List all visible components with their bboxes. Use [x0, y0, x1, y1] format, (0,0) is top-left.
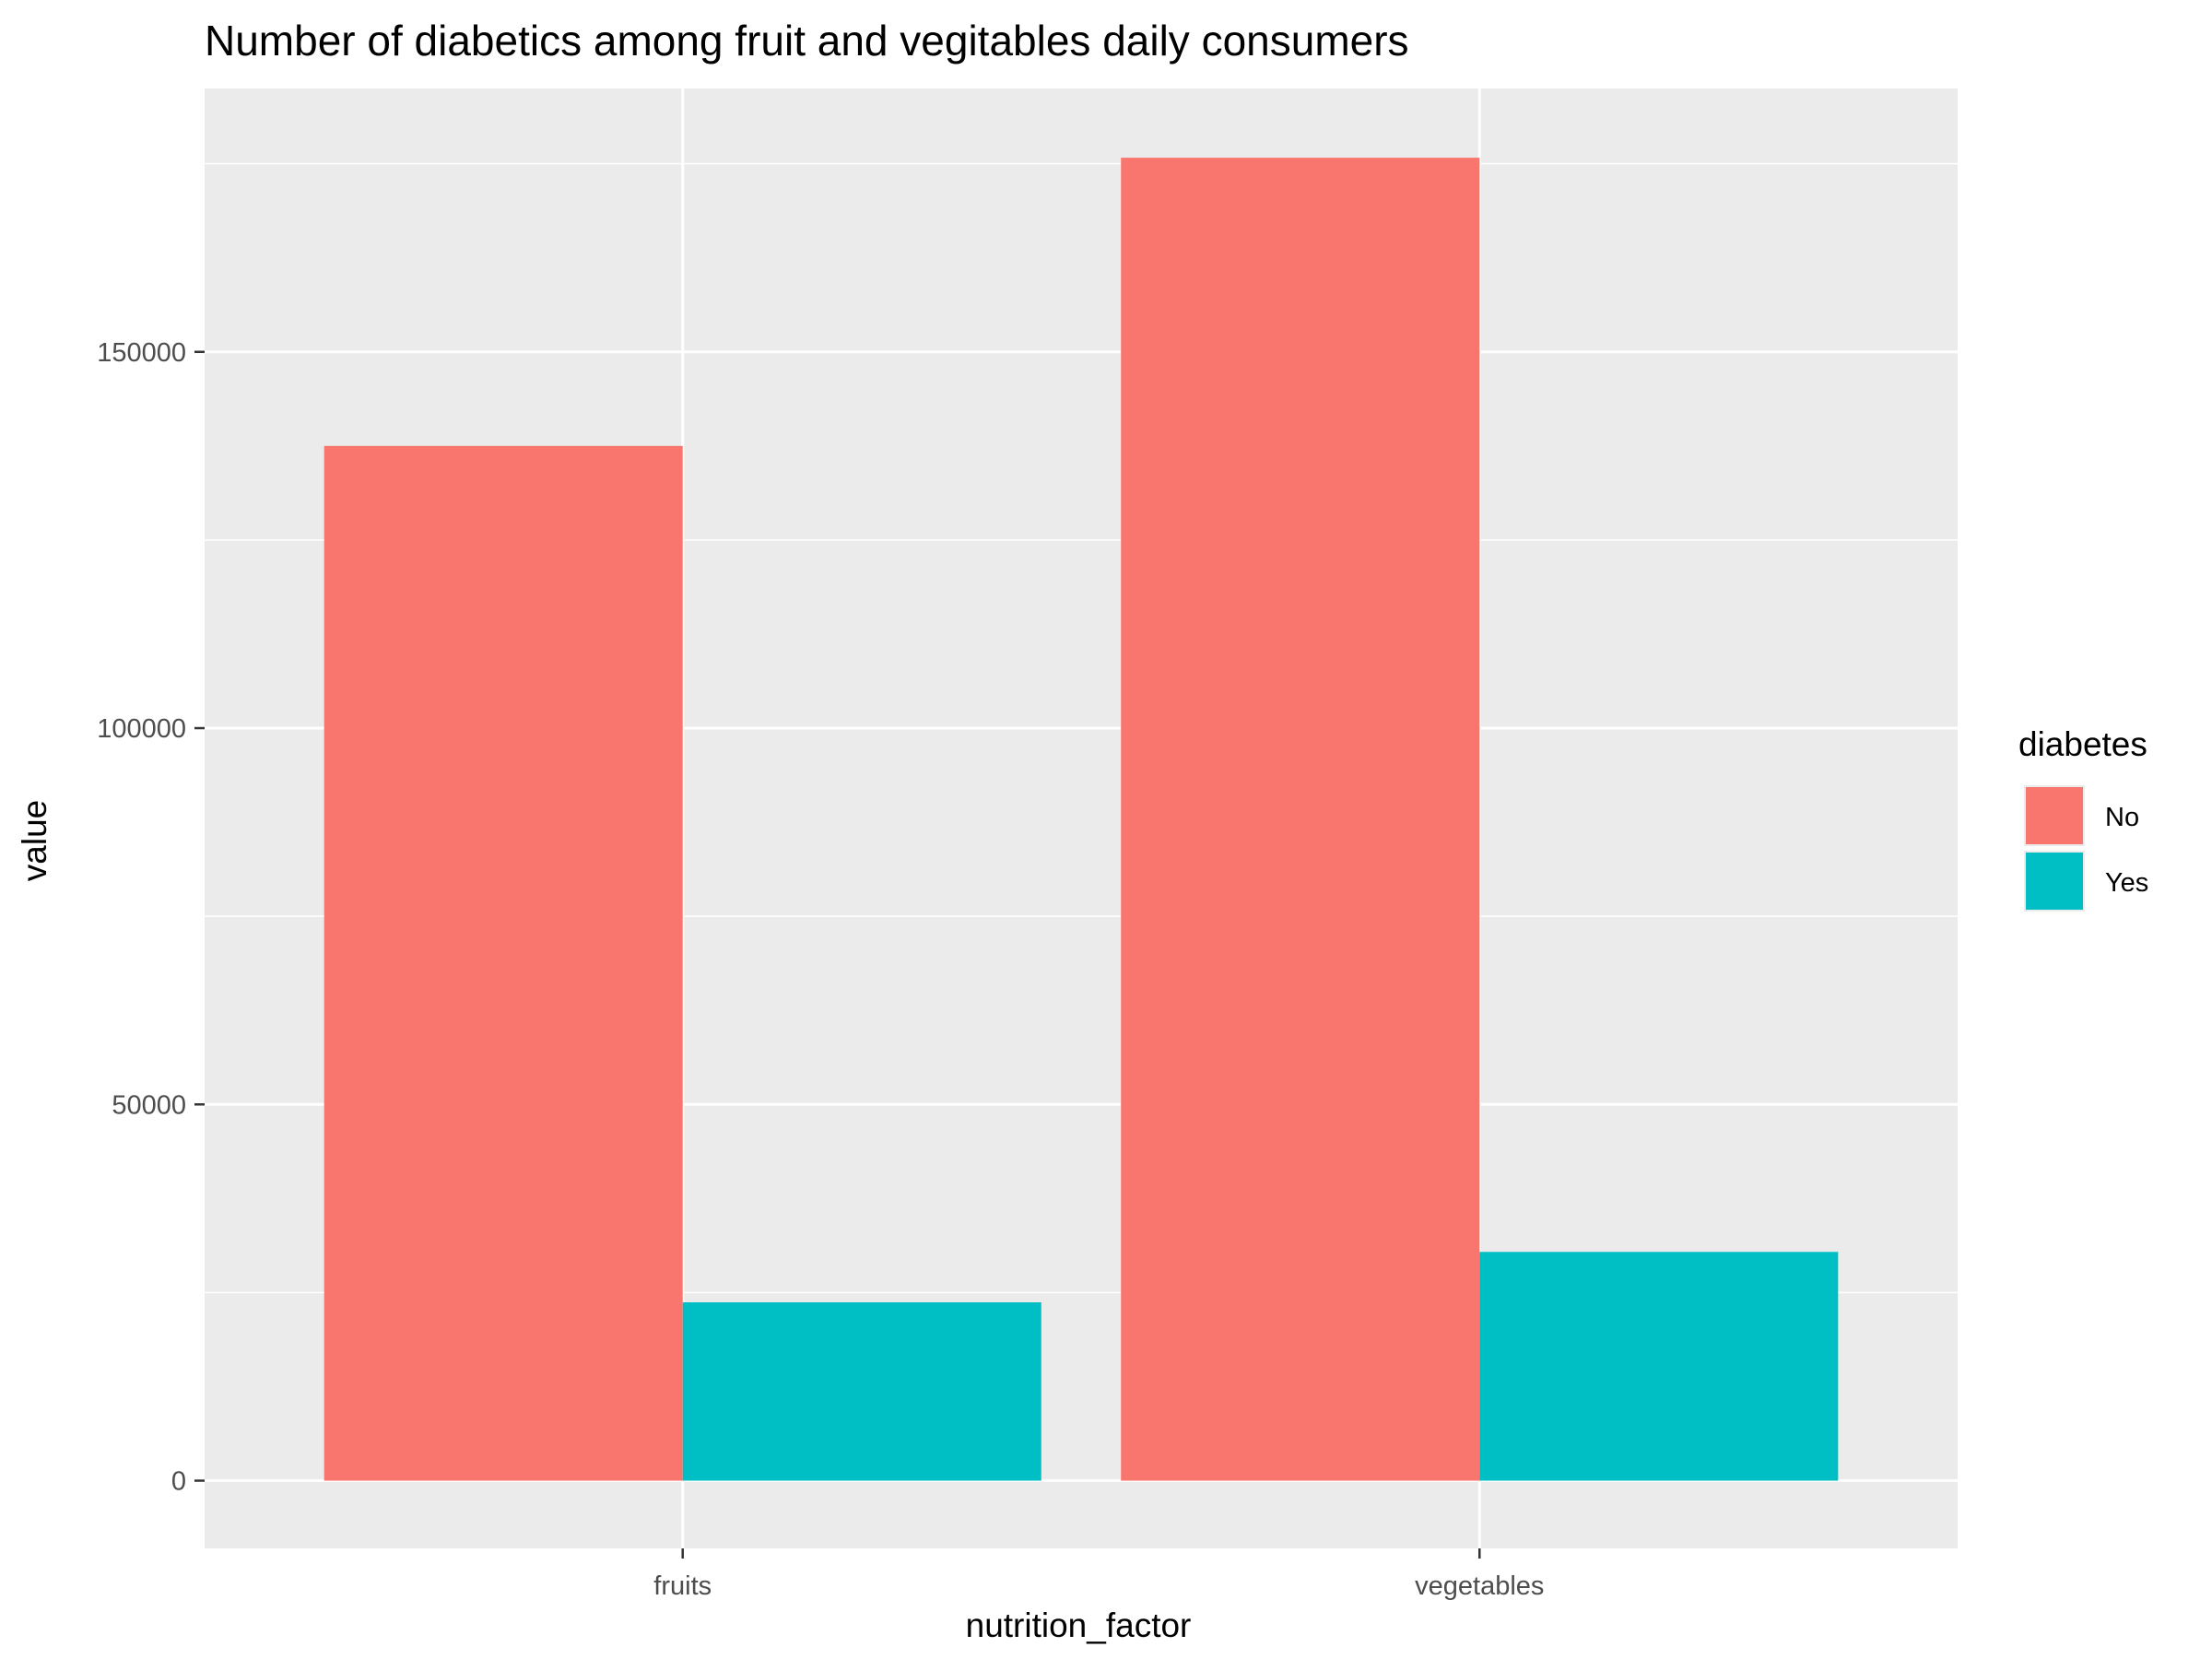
bar-yes-fruits: [682, 1302, 1041, 1481]
y-tick-label: 50000: [112, 1090, 186, 1120]
y-axis: 0 50000 100000 150000: [97, 338, 205, 1497]
chart-title: Number of diabetics among fruit and vegi…: [205, 17, 1409, 65]
bar-no-fruits: [324, 445, 683, 1481]
y-tick-label: 0: [171, 1467, 186, 1497]
x-tick-label: fruits: [653, 1571, 712, 1601]
legend-title: diabetes: [2018, 725, 2147, 763]
y-tick-label: 150000: [97, 338, 186, 368]
y-tick-label: 100000: [97, 714, 186, 744]
x-axis-label: nutrition_factor: [966, 1606, 1192, 1644]
x-axis: fruits vegetables: [653, 1548, 1544, 1601]
y-axis-label: value: [16, 800, 53, 881]
legend-swatch-no: [2026, 787, 2083, 844]
legend: diabetes No Yes: [2018, 725, 2148, 912]
bar-no-vegetables: [1121, 158, 1480, 1481]
legend-label-yes: Yes: [2105, 868, 2148, 898]
bar-yes-vegetables: [1479, 1252, 1839, 1481]
bars: [324, 158, 1839, 1481]
x-tick-label: vegetables: [1415, 1571, 1544, 1601]
legend-label-no: No: [2105, 803, 2139, 832]
legend-swatch-yes: [2026, 853, 2083, 910]
